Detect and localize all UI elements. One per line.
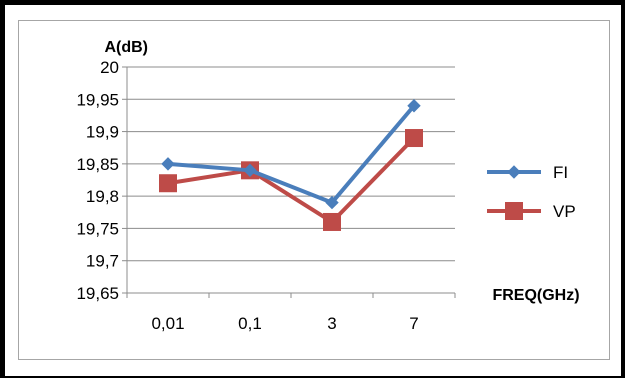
y-axis-label: A(dB) <box>104 39 148 56</box>
series-line-fi <box>167 104 416 205</box>
series-vp <box>159 129 423 231</box>
x-tick-label: 0,1 <box>238 314 262 333</box>
data-point-fi <box>325 195 339 210</box>
y-tick-label: 19,75 <box>76 219 119 238</box>
x-tick-label: 3 <box>327 314 336 333</box>
legend-label: FI <box>553 163 568 182</box>
data-point-fi <box>407 99 421 113</box>
data-point-vp <box>405 129 423 148</box>
data-point-vp <box>159 174 177 193</box>
y-tick-label: 19,7 <box>86 252 119 271</box>
y-tick-label: 20 <box>100 58 119 77</box>
data-point-vp <box>323 212 341 231</box>
legend-item-vp: VP <box>487 202 576 221</box>
axes <box>122 66 456 298</box>
x-tick-labels: 0,01 0,1 3 7 <box>151 314 418 333</box>
data-point-fi <box>161 157 175 171</box>
legend: FI VP <box>487 163 576 221</box>
legend-label: VP <box>553 202 576 221</box>
series-line-vp <box>167 136 416 224</box>
legend-item-fi: FI <box>487 163 568 182</box>
y-tick-label: 19,65 <box>76 284 119 303</box>
y-tick-label: 19,85 <box>76 155 119 174</box>
legend-marker <box>507 165 521 179</box>
data-point-fi <box>243 163 257 178</box>
y-tick-labels: 20 19,95 19,9 19,85 19,8 19,75 19,7 19,65 <box>76 58 119 303</box>
y-tick-label: 19,95 <box>76 90 119 109</box>
x-tick-label: 0,01 <box>151 314 184 333</box>
y-tick-label: 19,8 <box>86 187 119 206</box>
x-axis-label: FREQ(GHz) <box>492 287 579 304</box>
series-fi <box>161 99 421 210</box>
x-tick-label: 7 <box>409 314 418 333</box>
y-tick-label: 19,9 <box>86 123 119 142</box>
chart-container <box>18 20 610 360</box>
series-group <box>159 99 423 231</box>
legend-marker <box>505 202 523 220</box>
